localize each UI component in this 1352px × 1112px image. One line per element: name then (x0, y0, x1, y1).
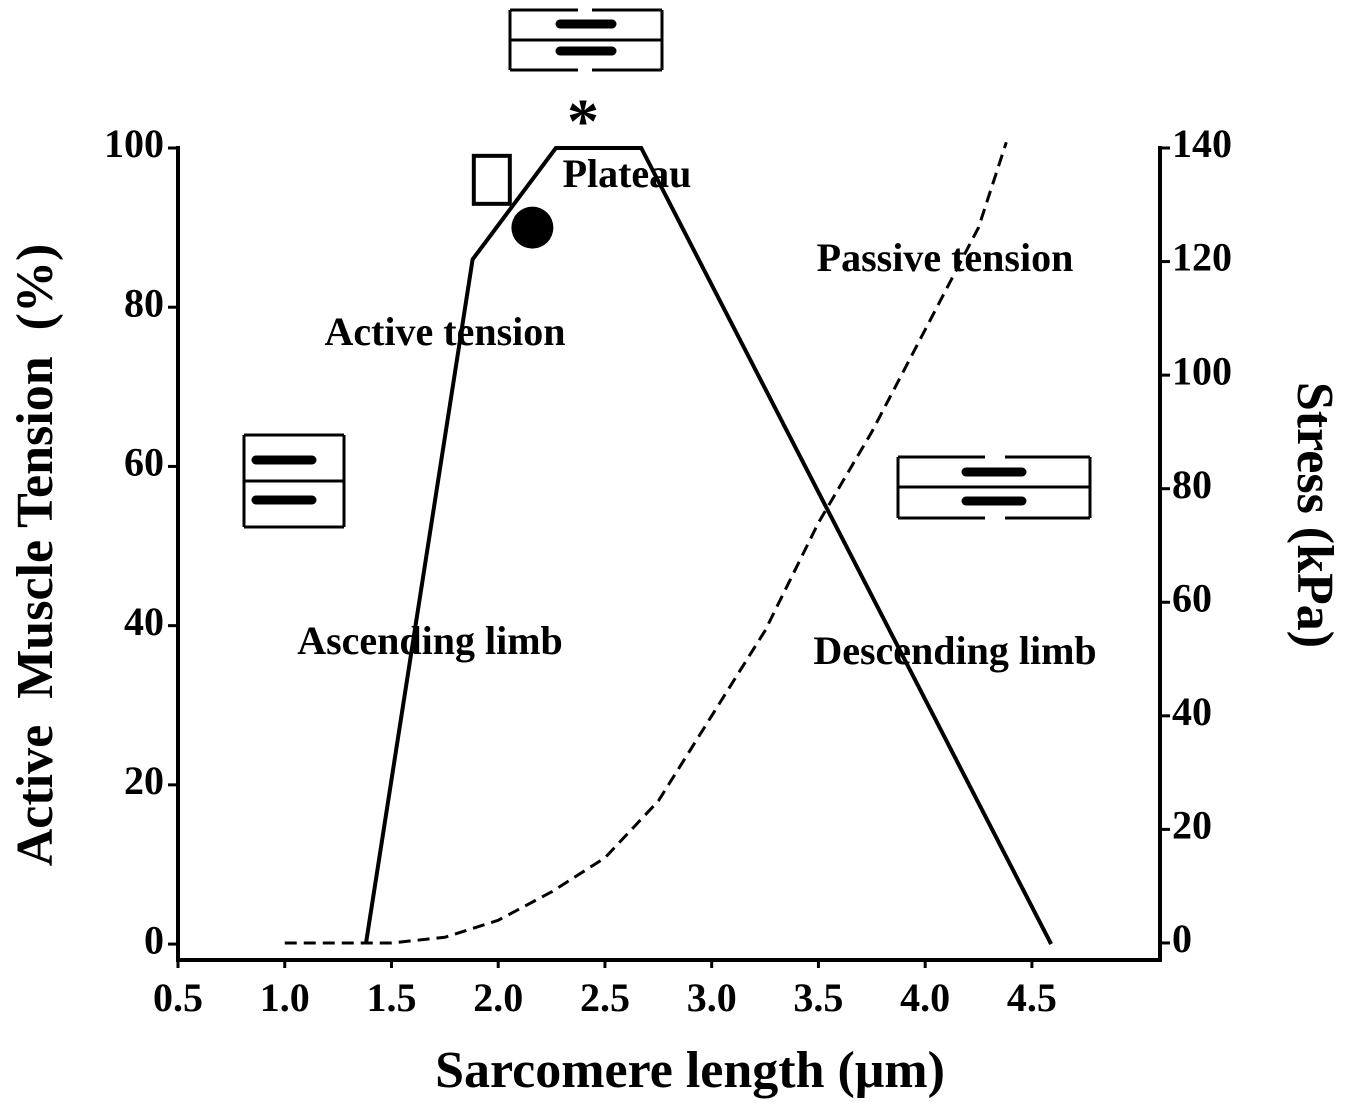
x-axis-title: Sarcomere length (μm) (435, 1042, 945, 1099)
x-tick-label: 2.5 (580, 975, 630, 1020)
y2-tick-label: 140 (1172, 121, 1232, 166)
x-tick-label: 0.5 (153, 975, 203, 1020)
y-tick-label: 40 (124, 599, 164, 644)
y-tick-label: 60 (124, 440, 164, 485)
x-tick-label: 3.0 (687, 975, 737, 1020)
circle-marker (511, 206, 554, 249)
x-tick-label: 1.5 (366, 975, 416, 1020)
square-marker (471, 153, 512, 206)
x-tick-label: 3.5 (793, 975, 843, 1020)
annotation: * (567, 86, 599, 157)
x-tick-label: 4.0 (900, 975, 950, 1020)
x-tick-label: 1.0 (260, 975, 310, 1020)
annotation: Descending limb (813, 628, 1096, 673)
y2-tick-label: 40 (1172, 689, 1212, 734)
x-tick-label: 2.0 (473, 975, 523, 1020)
passive-line (284, 141, 1008, 945)
y-axis-title: Active Muscle Tension (%) (7, 244, 64, 867)
y2-tick-label: 60 (1172, 575, 1212, 620)
sarcomere-icon-right (896, 455, 1092, 520)
y2-axis-title: Stress (kPa) (1286, 382, 1343, 648)
series-label: Active tension (324, 309, 565, 354)
y-tick-label: 80 (124, 280, 164, 325)
annotation: Ascending limb (297, 618, 563, 663)
y-tick-label: 0 (144, 917, 164, 962)
sarcomere-icon-left (242, 433, 346, 529)
sarcomere-icon-top (508, 8, 664, 72)
y2-tick-label: 80 (1172, 462, 1212, 507)
active-line (363, 146, 1053, 945)
series-label: Passive tension (817, 235, 1074, 280)
y2-tick-label: 20 (1172, 803, 1212, 848)
y-tick-label: 100 (104, 121, 164, 166)
x-tick-label: 4.5 (1007, 975, 1057, 1020)
annotation: Plateau (563, 151, 692, 196)
y2-tick-label: 120 (1172, 235, 1232, 280)
y2-tick-label: 0 (1172, 916, 1192, 961)
y-tick-label: 20 (124, 758, 164, 803)
y2-tick-label: 100 (1172, 348, 1232, 393)
